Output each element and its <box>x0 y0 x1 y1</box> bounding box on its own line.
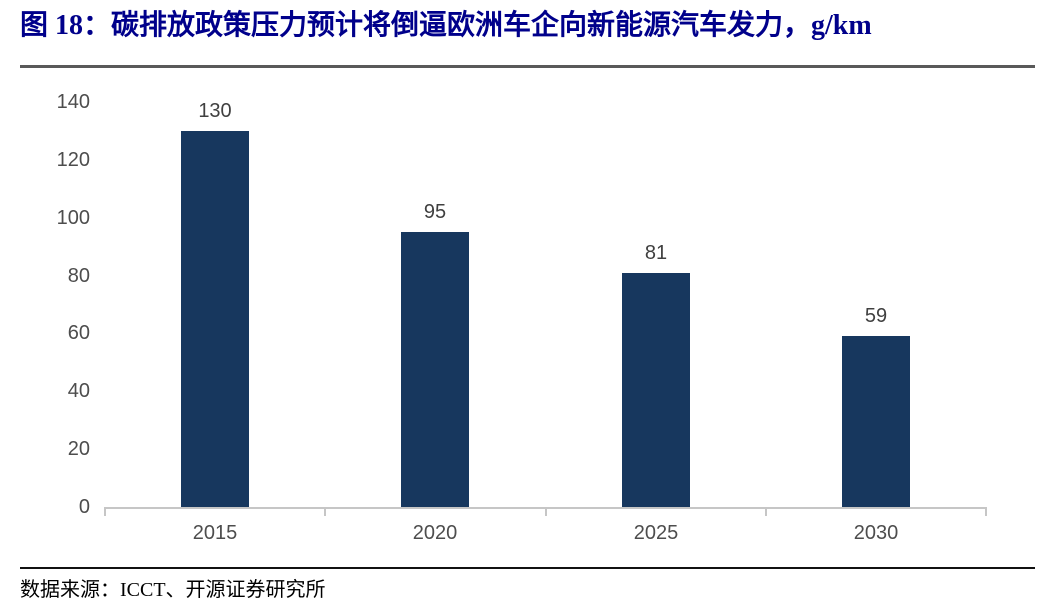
bar-2025 <box>622 273 690 507</box>
x-axis-label-2020: 2020 <box>412 522 458 544</box>
y-axis-label-0: 0 <box>78 496 90 518</box>
y-axis-label-60: 60 <box>67 322 90 345</box>
y-axis-label-40: 40 <box>67 380 90 403</box>
y-axis-label-100: 100 <box>56 206 90 229</box>
x-axis-tick <box>985 507 987 516</box>
y-axis-label-140: 140 <box>56 91 90 113</box>
bar-value-label-2015: 130 <box>198 100 232 122</box>
bar-2030 <box>842 336 910 507</box>
bar-2015 <box>181 131 249 507</box>
y-axis-label-80: 80 <box>67 264 90 287</box>
x-axis-tick <box>324 507 327 516</box>
figure-title: 图 18：碳排放政策压力预计将倒逼欧洲车企向新能源汽车发力，g/km <box>20 10 872 41</box>
data-source: 数据来源：ICCT、开源证券研究所 <box>20 579 326 601</box>
title-divider <box>20 65 1035 68</box>
x-axis-label-2015: 2015 <box>192 522 238 544</box>
x-axis-tick <box>104 507 106 516</box>
bar-value-label-2020: 95 <box>423 201 447 223</box>
source-divider <box>20 567 1035 569</box>
bar-value-label-2030: 59 <box>864 305 888 327</box>
y-axis-label-120: 120 <box>56 148 90 171</box>
y-axis-label-20: 20 <box>67 438 90 461</box>
bar-value-label-2025: 81 <box>644 242 668 264</box>
bar-2020 <box>401 232 469 507</box>
x-axis-tick <box>544 507 547 516</box>
x-axis-label-2025: 2025 <box>633 522 679 544</box>
x-axis-tick <box>764 507 767 516</box>
x-axis-label-2030: 2030 <box>853 522 899 544</box>
